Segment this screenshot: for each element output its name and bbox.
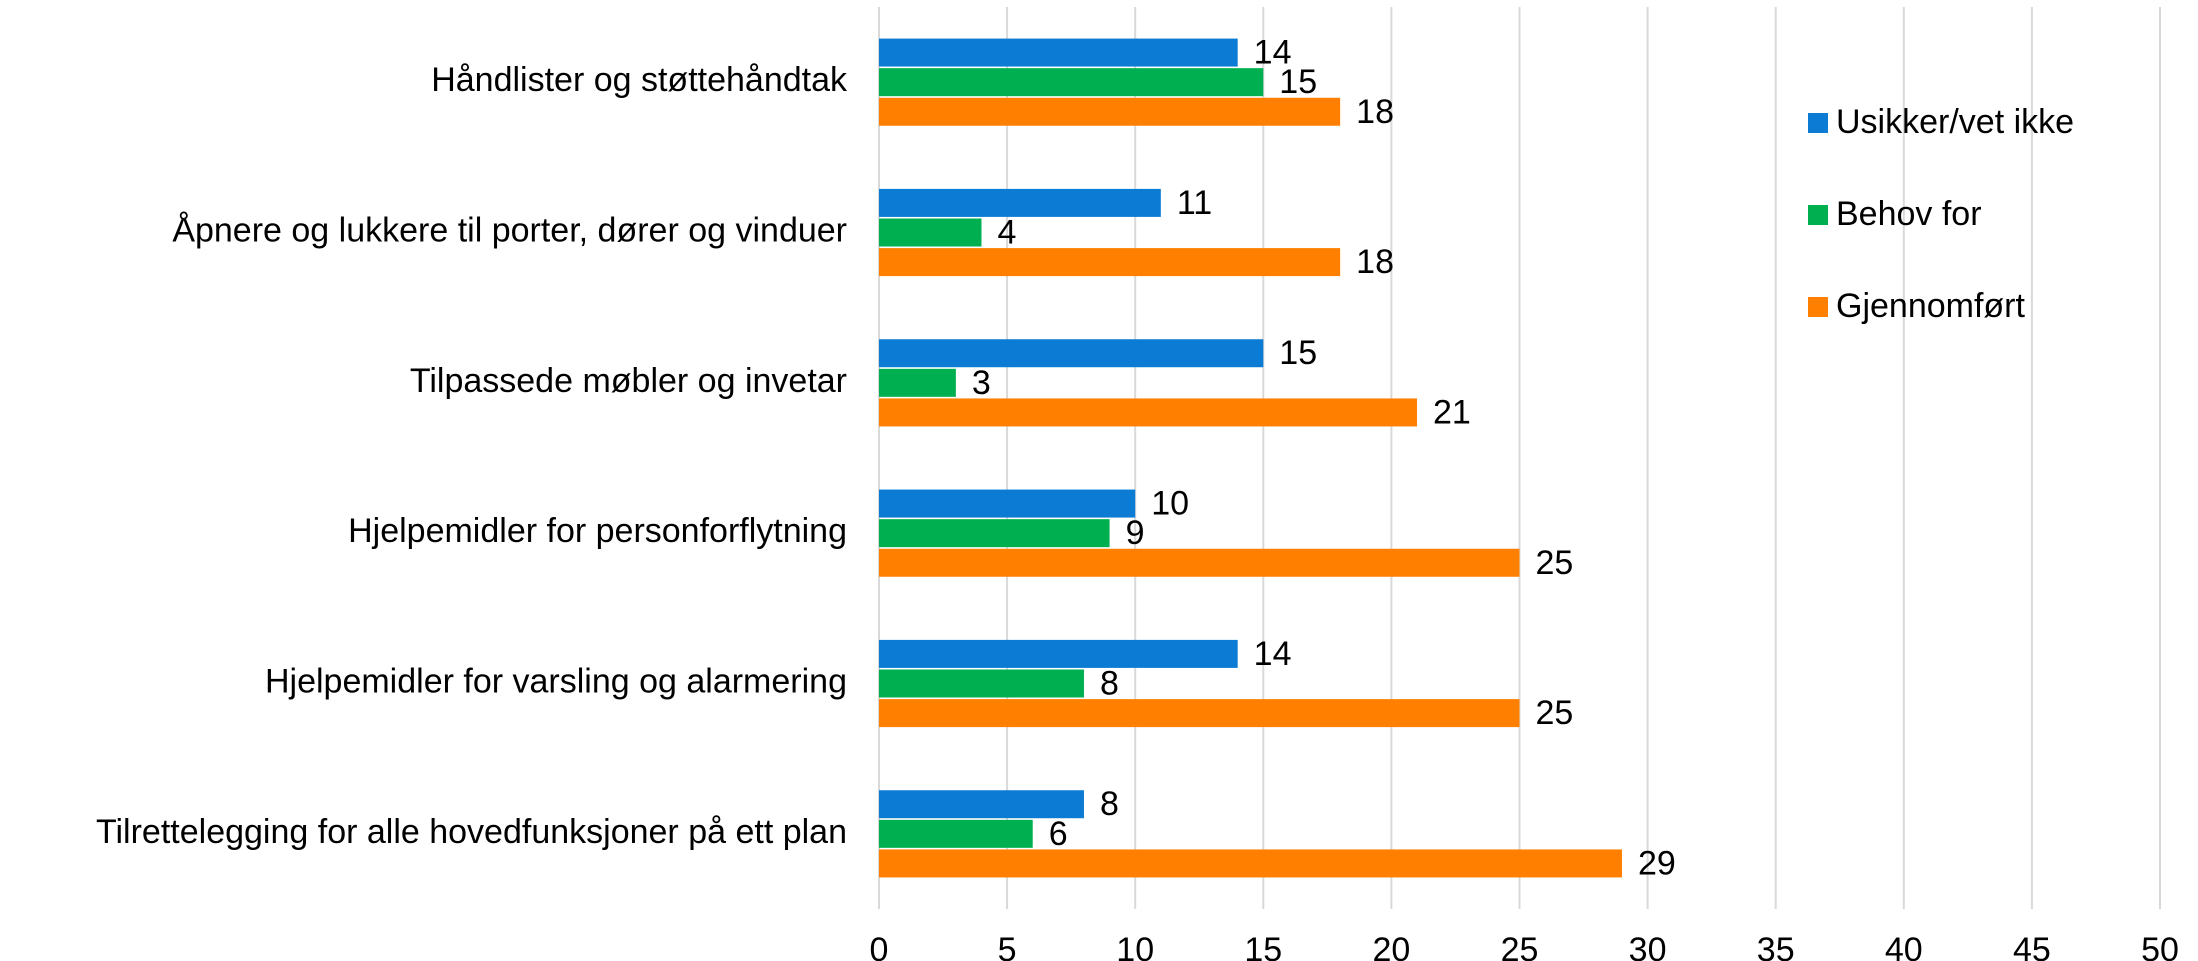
- x-tick-label: 15: [1244, 931, 1282, 961]
- bar: [879, 548, 1520, 577]
- legend-swatch: [1808, 205, 1828, 225]
- legend-swatch: [1808, 113, 1828, 133]
- data-label: 9: [1126, 514, 1145, 552]
- bar: [879, 519, 1110, 548]
- data-label: 11: [1177, 184, 1212, 222]
- data-label: 15: [1279, 63, 1317, 101]
- bar: [879, 790, 1084, 819]
- x-tick-label: 25: [1501, 931, 1539, 961]
- y-tick-label: Håndlister og støttehåndtak: [431, 61, 848, 99]
- y-tick-label: Hjelpemidler for varsling og alarmering: [265, 662, 847, 700]
- bar: [879, 849, 1622, 878]
- x-tick-label: 40: [1885, 931, 1923, 961]
- bar: [879, 368, 956, 397]
- data-label: 3: [972, 364, 991, 402]
- bar: [879, 97, 1341, 126]
- bar: [879, 669, 1084, 698]
- bar: [879, 819, 1033, 848]
- bar: [879, 68, 1264, 97]
- data-label: 14: [1254, 34, 1292, 72]
- bar: [879, 489, 1136, 518]
- bar: [879, 639, 1238, 668]
- data-label: 25: [1536, 544, 1574, 582]
- data-label: 18: [1356, 243, 1394, 281]
- x-tick-label: 20: [1372, 931, 1410, 961]
- data-label: 29: [1638, 844, 1676, 882]
- y-tick-label: Åpnere og lukkere til porter, dører og v…: [172, 211, 847, 249]
- x-tick-label: 5: [998, 931, 1017, 961]
- bar: [879, 218, 982, 247]
- x-tick-label: 35: [1757, 931, 1795, 961]
- y-tick-label: Tilrettelegging for alle hovedfunksjoner…: [96, 813, 847, 851]
- legend-label: Gjennomført: [1836, 287, 2025, 325]
- bar: [879, 248, 1341, 277]
- x-tick-label: 45: [2013, 931, 2051, 961]
- bar: [879, 38, 1238, 67]
- data-label: 21: [1433, 393, 1471, 431]
- legend-label: Behov for: [1836, 195, 1982, 233]
- data-label: 6: [1049, 815, 1068, 853]
- x-tick-label: 50: [2141, 931, 2179, 961]
- data-label: 4: [997, 213, 1016, 251]
- y-tick-label: Tilpassede møbler og invetar: [410, 362, 847, 400]
- bar: [879, 188, 1161, 217]
- bar: [879, 398, 1418, 427]
- data-label: 14: [1254, 635, 1292, 673]
- legend-label: Usikker/vet ikke: [1836, 103, 2074, 141]
- x-tick-label: 30: [1629, 931, 1667, 961]
- bar: [879, 699, 1520, 728]
- data-label: 10: [1151, 485, 1189, 523]
- legend-swatch: [1808, 297, 1828, 317]
- data-label: 18: [1356, 93, 1394, 131]
- data-label: 8: [1100, 664, 1119, 702]
- x-tick-label: 10: [1116, 931, 1154, 961]
- data-label: 15: [1279, 334, 1317, 372]
- data-label: 8: [1100, 785, 1119, 823]
- x-tick-label: 0: [870, 931, 889, 961]
- data-label: 25: [1536, 694, 1574, 732]
- bar: [879, 339, 1264, 368]
- y-tick-label: Hjelpemidler for personforflytning: [348, 512, 847, 550]
